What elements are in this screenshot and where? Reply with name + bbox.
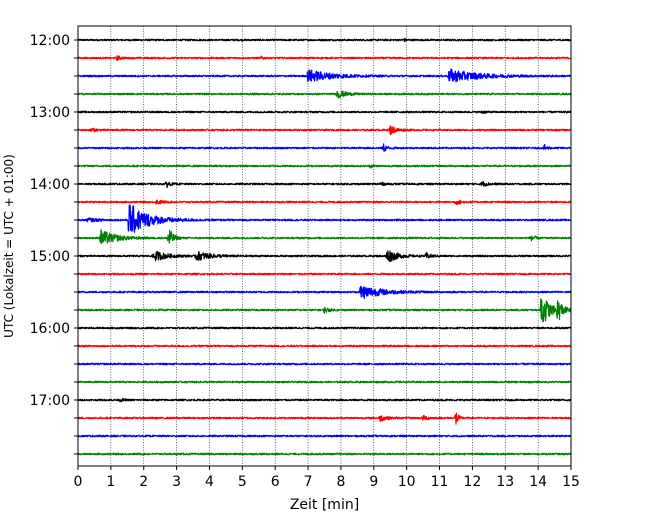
x-tick-label: 14 — [529, 474, 547, 490]
seismic-trace-1730 — [77, 434, 572, 438]
seismic-trace-1330 — [77, 143, 572, 152]
y-tick-label: 12:00 — [30, 33, 70, 49]
x-tick-label: 12 — [463, 474, 481, 490]
plot-frame — [77, 25, 572, 467]
seismic-trace-1500 — [77, 250, 572, 263]
x-tick-label: 7 — [304, 474, 313, 490]
seismic-trace-1445 — [77, 229, 572, 245]
seismic-trace-1530 — [77, 285, 572, 300]
seismic-trace-1415 — [77, 199, 572, 206]
seismic-trace-1400 — [77, 181, 572, 189]
x-tick-label: 8 — [336, 474, 345, 490]
x-tick-label: 15 — [562, 474, 580, 490]
x-tick-label: 9 — [369, 474, 378, 490]
y-tick-label: 16:00 — [30, 321, 70, 337]
x-axis: 0 1 2 3 4 5 6 7 8 9 10 11 12 13 14 15 — [74, 466, 580, 490]
seismic-trace-1200 — [77, 37, 572, 43]
x-tick-label: 10 — [398, 474, 416, 490]
x-tick-label: 4 — [205, 474, 214, 490]
trace-group — [77, 37, 572, 456]
seismic-trace-1345 — [77, 164, 572, 169]
x-tick-label: 13 — [496, 474, 514, 490]
seismic-trace-1515 — [77, 272, 572, 276]
seismic-trace-1245 — [77, 90, 572, 99]
x-grid — [110, 26, 539, 466]
x-tick-label: 1 — [106, 474, 115, 490]
y-tick-label: 13:00 — [30, 105, 70, 121]
seismic-trace-1545 — [77, 298, 572, 323]
seismic-trace-1600 — [77, 326, 572, 330]
seismic-trace-1630 — [77, 362, 572, 366]
seismic-trace-1645 — [77, 380, 572, 384]
seismic-trace-1745 — [77, 452, 572, 456]
x-axis-label: Zeit [min] — [290, 497, 359, 513]
y-axis-label: UTC (Lokalzeit = UTC + 01:00) — [2, 154, 16, 338]
x-tick-label: 3 — [172, 474, 181, 490]
x-tick-label: 5 — [238, 474, 247, 490]
seismic-trace-1700 — [77, 397, 572, 403]
seismic-trace-1300 — [77, 110, 572, 115]
seismic-trace-1615 — [77, 344, 572, 348]
seismic-trace-1230 — [77, 68, 572, 83]
x-tick-label: 6 — [271, 474, 280, 490]
y-tick-label: 17:00 — [30, 393, 70, 409]
seismic-trace-1315 — [77, 125, 572, 136]
x-tick-label: 2 — [139, 474, 148, 490]
y-tick-label: 15:00 — [30, 249, 70, 265]
seismic-trace-1715 — [77, 412, 572, 425]
y-axis: 12:00 13:00 14:00 15:00 16:00 17:00 — [30, 33, 78, 455]
seismic-trace-1215 — [77, 55, 572, 62]
seismic-trace-1430 — [77, 204, 572, 233]
x-tick-label: 11 — [431, 474, 449, 490]
x-tick-label: 0 — [74, 474, 83, 490]
y-tick-label: 14:00 — [30, 177, 70, 193]
